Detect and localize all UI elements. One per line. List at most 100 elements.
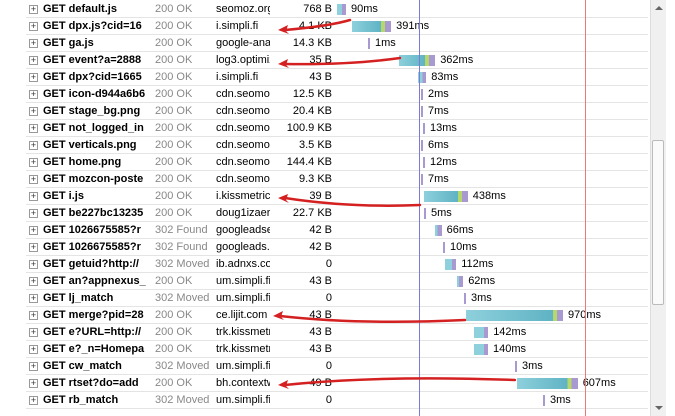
request-row[interactable]: + GET lj_match 302 Moved um.simpli.fi 0 3ms [26, 290, 648, 307]
timing-label: 607ms [582, 377, 616, 389]
request-status: 302 Moved [155, 394, 210, 406]
dom-loaded-line [419, 0, 420, 416]
request-row[interactable]: + GET cw_match 302 Moved um.simpli.fi 0 3ms [26, 358, 648, 375]
request-status: 200 OK [155, 37, 193, 49]
request-row[interactable]: + GET not_logged_in 200 OK cdn.seomoz 100.9 … [26, 120, 648, 137]
request-domain: googleads. [216, 241, 270, 253]
expand-toggle[interactable]: + [29, 72, 38, 82]
request-status: 200 OK [155, 343, 193, 355]
request-name: GET an?appnexus_ [43, 275, 146, 287]
request-domain: doug1izaer [216, 207, 270, 219]
timing-label: 438ms [472, 190, 506, 202]
request-row[interactable]: + GET home.png 200 OK cdn.seomoz 144.4 KB 12m… [26, 154, 648, 171]
request-status: 200 OK [155, 105, 193, 117]
request-status: 200 OK [155, 139, 193, 151]
request-size: 43 B [309, 326, 332, 338]
request-row[interactable]: + GET mozcon-poste 200 OK cdn.seomoz 9.3 KB 7… [26, 171, 648, 188]
timing-label: 5ms [431, 207, 452, 219]
request-status: 200 OK [155, 71, 193, 83]
request-row[interactable]: + GET be227bc13235 200 OK doug1izaer 22.7 KB… [26, 205, 648, 222]
request-name: GET dpx.js?cid=16 [43, 20, 142, 32]
expand-toggle[interactable]: + [29, 361, 38, 371]
request-row[interactable]: + GET ga.js 200 OK google-ana 14.3 KB 1ms [26, 35, 648, 52]
request-row[interactable]: + GET rtset?do=add 200 OK bh.contextw 49 B 60… [26, 375, 648, 392]
expand-toggle[interactable]: + [29, 208, 38, 218]
timing-bar [515, 361, 517, 372]
expand-toggle[interactable]: + [29, 106, 38, 116]
expand-toggle[interactable]: + [29, 55, 38, 65]
expand-toggle[interactable]: + [29, 259, 38, 269]
request-name: GET e?URL=http:// [43, 326, 142, 338]
request-row[interactable]: + GET icon-d944a6b6 200 OK cdn.seomoz 12.5 K… [26, 86, 648, 103]
expand-toggle[interactable]: + [29, 327, 38, 337]
expand-toggle[interactable]: + [29, 140, 38, 150]
expand-toggle[interactable]: + [29, 191, 38, 201]
request-row[interactable]: + GET e?_n=Homepa 200 OK trk.kissmetri 43 B 1… [26, 341, 648, 358]
request-row[interactable]: + GET merge?pid=28 200 OK ce.lijit.com 43 B 9… [26, 307, 648, 324]
expand-toggle[interactable]: + [29, 395, 38, 405]
load-line [585, 0, 586, 416]
timing-label: 83ms [431, 71, 459, 83]
request-size: 43 B [309, 309, 332, 321]
timing-bar [474, 344, 488, 355]
request-status: 200 OK [155, 207, 193, 219]
expand-toggle[interactable]: + [29, 38, 38, 48]
request-row[interactable]: + GET rb_match 302 Moved um.simpli.fi 0 3ms [26, 392, 648, 409]
request-row[interactable]: + GET i.js 200 OK i.kissmetrics 39 B 438ms [26, 188, 648, 205]
timing-label: 7ms [428, 105, 449, 117]
request-status: 200 OK [155, 54, 193, 66]
request-row[interactable]: + GET event?a=2888 200 OK log3.optimiz 35 B 3… [26, 52, 648, 69]
request-status: 200 OK [155, 377, 193, 389]
expand-toggle[interactable]: + [29, 21, 38, 31]
expand-toggle[interactable]: + [29, 174, 38, 184]
request-row[interactable]: + GET dpx?cid=1665 200 OK i.simpli.fi 43 B 83… [26, 69, 648, 86]
request-domain: trk.kissmetr [216, 326, 270, 338]
request-name: GET 1026675585?r [43, 224, 141, 236]
request-row[interactable]: + GET verticals.png 200 OK cdn.seomoz 3.5 KB… [26, 137, 648, 154]
expand-toggle[interactable]: + [29, 157, 38, 167]
request-row[interactable]: + GET 1026675585?r 302 Found googleadse 42 B… [26, 222, 648, 239]
request-name: GET getuid?http:// [43, 258, 139, 270]
expand-toggle[interactable]: + [29, 89, 38, 99]
timing-label: 12ms [430, 156, 457, 168]
request-domain: log3.optimiz [216, 54, 270, 66]
timing-bar [543, 395, 545, 406]
request-size: 9.3 KB [298, 173, 332, 185]
request-row[interactable]: + GET dpx.js?cid=16 200 OK i.simpli.fi 4.1 K… [26, 18, 648, 35]
request-row[interactable]: + GET 1026675585?r 302 Found googleads. 42 B… [26, 239, 648, 256]
timing-bar [457, 276, 464, 287]
timing-label: 140ms [493, 343, 527, 355]
request-size: 35 B [309, 54, 332, 66]
scroll-up[interactable] [655, 6, 663, 10]
expand-toggle[interactable]: + [29, 344, 38, 354]
timing-label: 90ms [351, 3, 378, 15]
timing-label: 62ms [468, 275, 496, 287]
scrollbar[interactable] [650, 0, 666, 416]
request-name: GET not_logged_in [43, 122, 144, 134]
scroll-down[interactable] [655, 406, 663, 410]
expand-toggle[interactable]: + [29, 4, 38, 14]
timing-bar [368, 38, 370, 49]
expand-toggle[interactable]: + [29, 225, 38, 235]
request-row[interactable]: + GET e?URL=http:// 200 OK trk.kissmetr 43 B… [26, 324, 648, 341]
request-size: 0 [325, 292, 332, 304]
request-size: 0 [325, 360, 332, 372]
request-size: 0 [325, 394, 332, 406]
expand-toggle[interactable]: + [29, 276, 38, 286]
request-row[interactable]: + GET an?appnexus_ 200 OK um.simpli.fi 43 B 6… [26, 273, 648, 290]
expand-toggle[interactable]: + [29, 293, 38, 303]
request-row[interactable]: + GET default.js 200 OK seomoz.org 768 B 90ms [26, 1, 648, 18]
request-row[interactable]: + GET getuid?http:// 302 Moved ib.adnxs.co 0… [26, 256, 648, 273]
timing-label: 112ms [461, 258, 494, 270]
request-row[interactable]: + GET stage_bg.png 200 OK cdn.seomoz 20.4 KB… [26, 103, 648, 120]
scroll-thumb[interactable] [652, 140, 664, 305]
request-domain: cdn.seomoz [216, 173, 270, 185]
timing-label: 362ms [440, 54, 474, 66]
timing-label: 3ms [522, 360, 543, 372]
expand-toggle[interactable]: + [29, 310, 38, 320]
expand-toggle[interactable]: + [29, 123, 38, 133]
expand-toggle[interactable]: + [29, 242, 38, 252]
expand-toggle[interactable]: + [29, 378, 38, 388]
request-name: GET stage_bg.png [43, 105, 141, 117]
request-size: 144.4 KB [286, 156, 332, 168]
